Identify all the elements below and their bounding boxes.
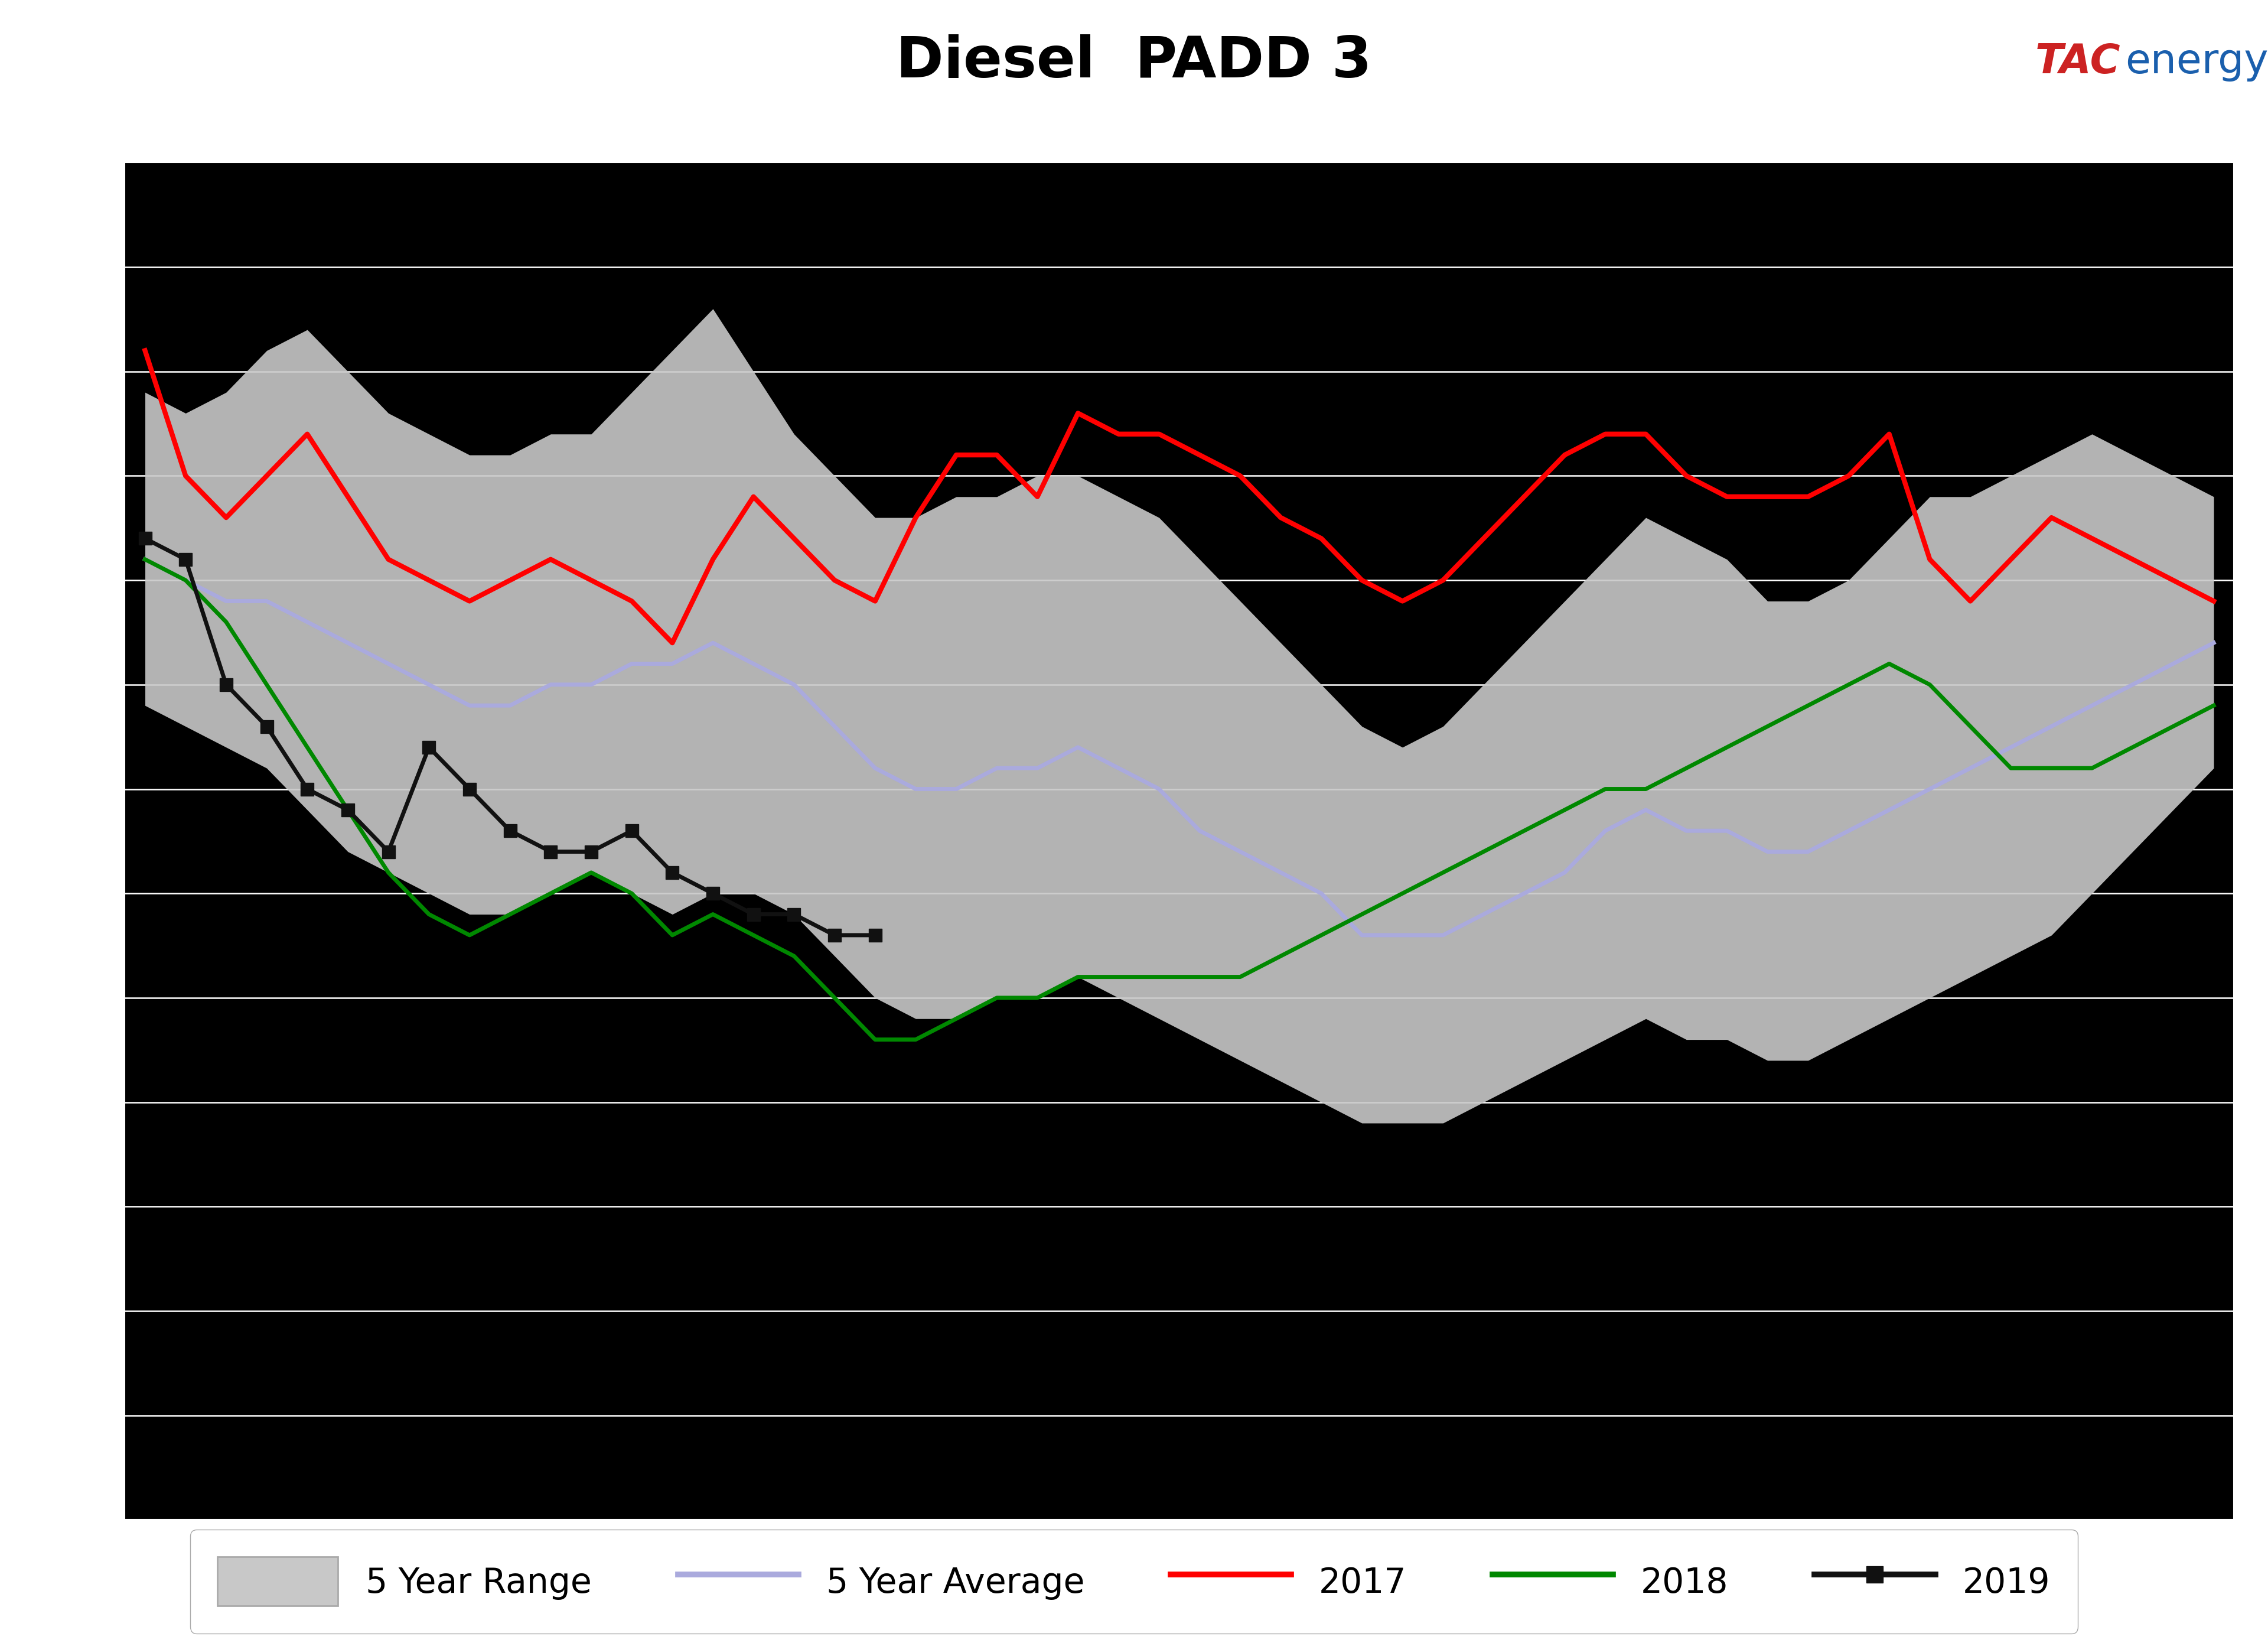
Text: energy: energy: [2125, 41, 2268, 82]
Text: Diesel  PADD 3: Diesel PADD 3: [896, 35, 1372, 89]
Text: TAC: TAC: [2034, 41, 2121, 82]
Legend: 5 Year Range, 5 Year Average, 2017, 2018, 2019: 5 Year Range, 5 Year Average, 2017, 2018…: [191, 1530, 2077, 1633]
